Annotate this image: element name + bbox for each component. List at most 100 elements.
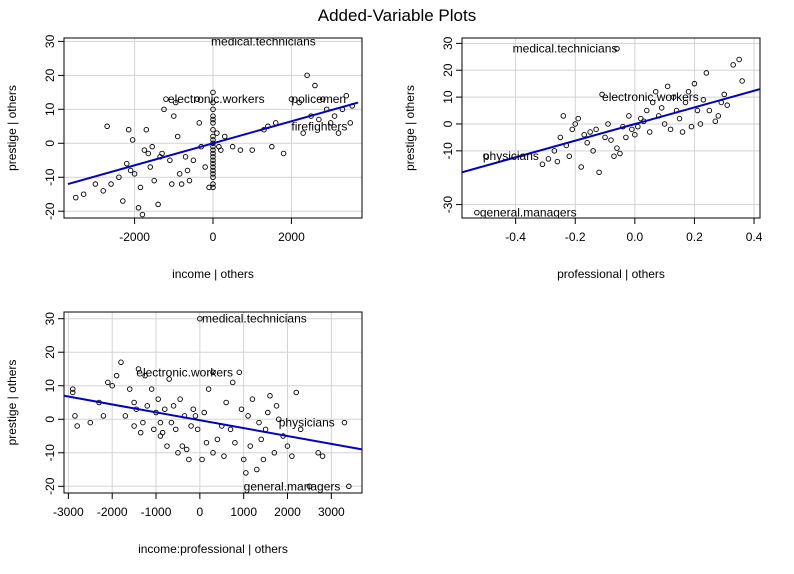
data-point — [194, 426, 201, 433]
data-point — [551, 148, 558, 154]
point-label: policemen — [291, 92, 346, 106]
y-tick-label: -20 — [43, 202, 57, 220]
data-point — [240, 456, 247, 463]
data-point — [229, 379, 236, 386]
data-point — [632, 131, 638, 138]
data-point — [304, 72, 310, 79]
data-point — [161, 106, 167, 113]
data-point — [199, 456, 205, 463]
data-point — [172, 99, 179, 106]
data-point — [273, 403, 280, 409]
data-point — [105, 379, 111, 386]
data-point — [222, 133, 228, 140]
data-point — [602, 134, 608, 141]
data-point — [210, 113, 216, 119]
data-point — [70, 386, 76, 392]
plot-frame — [461, 37, 761, 219]
panel-professional: -0.4 -0.2 0.0 0.2 0.4 -30 -10 0 10 20 30 profession… — [403, 36, 763, 281]
point-label: medical.technicians — [202, 312, 307, 326]
data-point — [206, 184, 212, 191]
data-point — [712, 118, 719, 125]
data-point — [125, 126, 132, 133]
data-point — [137, 184, 144, 191]
data-point — [343, 92, 350, 99]
data-point — [172, 426, 179, 433]
data-point — [120, 198, 126, 204]
data-point — [186, 177, 193, 184]
data-point — [238, 406, 245, 412]
data-point — [126, 386, 133, 392]
data-point — [474, 209, 480, 216]
data-point — [605, 121, 611, 127]
y-tick-label: 30 — [43, 312, 57, 326]
data-point — [629, 126, 635, 133]
data-point — [649, 99, 656, 106]
panel-income: -2000 0 2000 -20 -10 0 10 20 30 income | others pr… — [5, 34, 363, 281]
y-tick-label: 20 — [441, 63, 455, 77]
data-point — [312, 82, 318, 89]
data-point — [682, 99, 689, 106]
data-point — [210, 147, 216, 153]
data-point — [229, 143, 236, 150]
x-tick-label: -0.2 — [565, 230, 586, 244]
data-point — [664, 83, 671, 90]
x-tick-label: 0.0 — [626, 230, 643, 244]
data-point — [129, 137, 136, 143]
data-point — [584, 140, 590, 146]
data-point — [210, 164, 216, 170]
y-axis-label: prestige | others — [403, 85, 417, 171]
data-point — [599, 91, 605, 98]
data-point — [611, 153, 617, 159]
data-point — [554, 158, 561, 165]
data-point — [327, 120, 334, 126]
plot-area: medical.technicians electronic.workers pol… — [67, 38, 359, 218]
data-point — [608, 137, 614, 143]
data-point — [155, 396, 161, 402]
point-label: general.managers — [480, 206, 577, 220]
data-point — [170, 403, 177, 409]
data-point — [127, 167, 134, 174]
data-point — [210, 184, 216, 191]
data-point — [685, 88, 692, 95]
data-point — [644, 107, 650, 114]
data-point — [614, 45, 620, 52]
data-point — [341, 419, 348, 426]
data-point — [188, 423, 194, 429]
data-point — [306, 483, 313, 490]
data-point — [715, 113, 722, 119]
data-point — [210, 167, 216, 174]
data-point — [178, 181, 185, 187]
data-point — [205, 386, 212, 392]
data-point — [210, 157, 216, 164]
data-point — [297, 426, 304, 433]
data-point — [578, 164, 584, 170]
data-point — [140, 419, 146, 426]
data-point — [331, 113, 338, 119]
data-point — [131, 399, 137, 406]
data-point — [218, 147, 224, 153]
data-point — [319, 453, 326, 459]
data-point — [652, 88, 659, 95]
data-point — [730, 62, 736, 68]
x-tick-label: 1000 — [230, 505, 257, 519]
data-point — [670, 94, 677, 100]
data-point — [265, 409, 271, 416]
y-tick-label: 30 — [441, 36, 455, 50]
data-point — [247, 443, 253, 449]
data-point — [183, 446, 190, 453]
data-point — [724, 102, 730, 108]
data-point — [736, 56, 742, 63]
data-point — [164, 443, 170, 449]
data-point — [141, 147, 148, 153]
x-tick-label: 0 — [210, 230, 217, 244]
data-point — [74, 423, 80, 429]
data-point — [269, 143, 275, 150]
data-point — [72, 413, 78, 419]
data-point — [157, 433, 164, 439]
data-point — [203, 439, 210, 446]
data-point — [721, 91, 727, 98]
x-tick-label: 3000 — [318, 505, 345, 519]
data-point — [194, 96, 201, 102]
data-point — [688, 123, 695, 130]
